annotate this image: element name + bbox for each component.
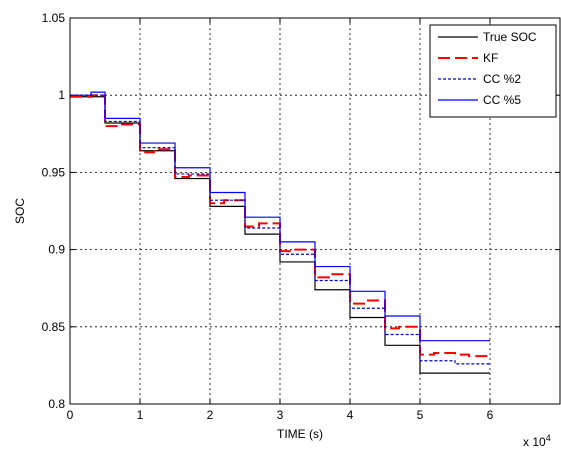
- y-tick-label: 1.05: [42, 11, 66, 25]
- x-tick-label: 1: [137, 408, 144, 422]
- legend-items: True SOC KF CC %2 CC %5: [438, 30, 537, 107]
- series-layer: [70, 91, 490, 374]
- series-line-cc-5: [70, 91, 490, 342]
- y-tick-label: 0.8: [48, 397, 65, 411]
- legend: True SOC KF CC %2 CC %5: [429, 24, 557, 118]
- x-tick-label: 0: [67, 408, 74, 422]
- x-tick-label: 3: [277, 408, 284, 422]
- y-tick-label: 0.9: [48, 243, 65, 257]
- x-tick-label: 4: [347, 408, 354, 422]
- x-tick-label: 5: [417, 408, 424, 422]
- y-tick-label: 1: [58, 88, 65, 102]
- x-axis-label: TIME (s): [277, 427, 323, 441]
- legend-label: CC %5: [483, 93, 521, 107]
- y-axis-label: SOC: [13, 198, 27, 224]
- legend-label: KF: [483, 51, 498, 65]
- y-tick-label: 0.85: [42, 320, 66, 334]
- x-axis-exponent-power: 4: [546, 433, 551, 443]
- tick-label-layer: 0 1 2 3 4 5 6 0.8 0.85 0.9 0.95 1 1.05: [42, 11, 494, 422]
- legend-box: [429, 24, 557, 118]
- x-axis-exponent-base: x 10: [523, 435, 546, 449]
- x-tick-label: 6: [487, 408, 494, 422]
- legend-label: True SOC: [483, 30, 537, 44]
- plot-frame: [69, 17, 561, 405]
- x-axis-exponent: x 104: [523, 433, 551, 449]
- x-tick-label: 2: [207, 408, 214, 422]
- legend-label: CC %2: [483, 72, 521, 86]
- y-tick-label: 0.95: [42, 165, 66, 179]
